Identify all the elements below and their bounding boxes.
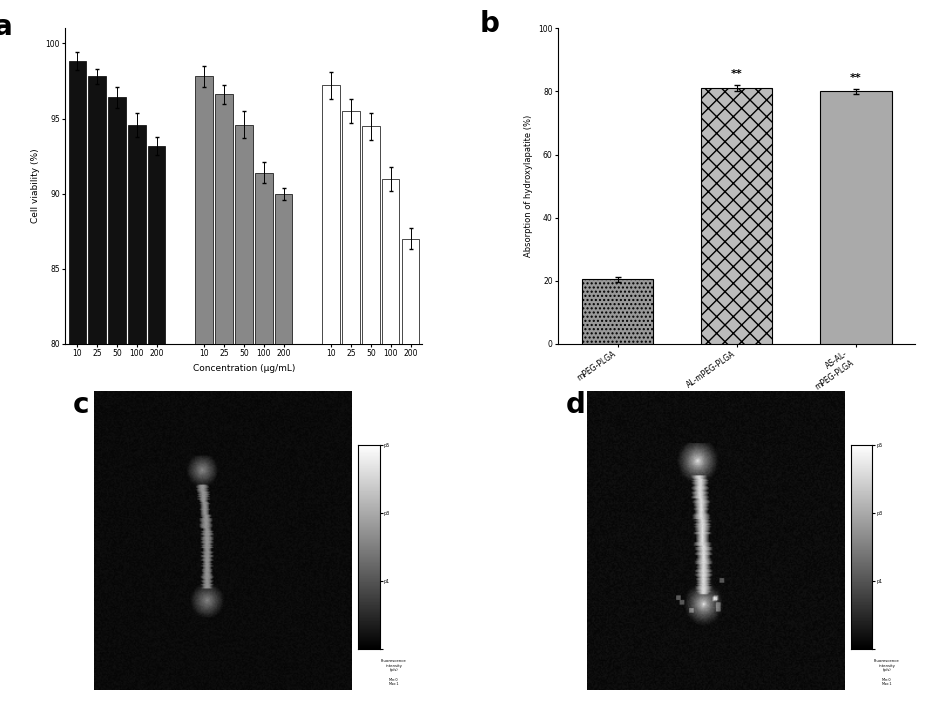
Bar — [235, 124, 253, 343]
Text: **: ** — [731, 69, 743, 79]
Bar — [195, 77, 213, 343]
Bar — [216, 95, 233, 343]
Text: b: b — [480, 9, 500, 38]
Bar — [342, 111, 360, 343]
Text: Min:0
Max:1: Min:0 Max:1 — [389, 678, 399, 686]
Bar — [322, 85, 340, 343]
Bar — [820, 92, 892, 343]
Bar — [275, 193, 292, 343]
Bar — [362, 126, 379, 343]
Bar — [402, 239, 419, 343]
Text: d: d — [565, 391, 586, 419]
Y-axis label: Cell viability (%): Cell viability (%) — [31, 149, 40, 223]
Text: a: a — [0, 13, 13, 41]
Bar — [255, 173, 273, 343]
X-axis label: Concentration (μg/mL): Concentration (μg/mL) — [192, 364, 295, 373]
Bar — [89, 77, 106, 343]
Bar — [382, 178, 400, 343]
Text: c: c — [73, 391, 89, 419]
Text: Fluorescence
intensity
(p/s): Fluorescence intensity (p/s) — [874, 659, 899, 672]
Bar — [148, 146, 165, 343]
Y-axis label: Absorption of hydroxylapatite (%): Absorption of hydroxylapatite (%) — [524, 115, 532, 257]
Bar — [68, 61, 86, 343]
Bar — [108, 97, 126, 343]
Text: **: ** — [850, 73, 862, 82]
Text: Fluorescence
intensity
(p/s): Fluorescence intensity (p/s) — [381, 659, 407, 672]
Text: Min:0
Max:1: Min:0 Max:1 — [882, 678, 892, 686]
Bar — [128, 124, 146, 343]
Bar — [582, 279, 654, 343]
Bar — [701, 88, 772, 343]
